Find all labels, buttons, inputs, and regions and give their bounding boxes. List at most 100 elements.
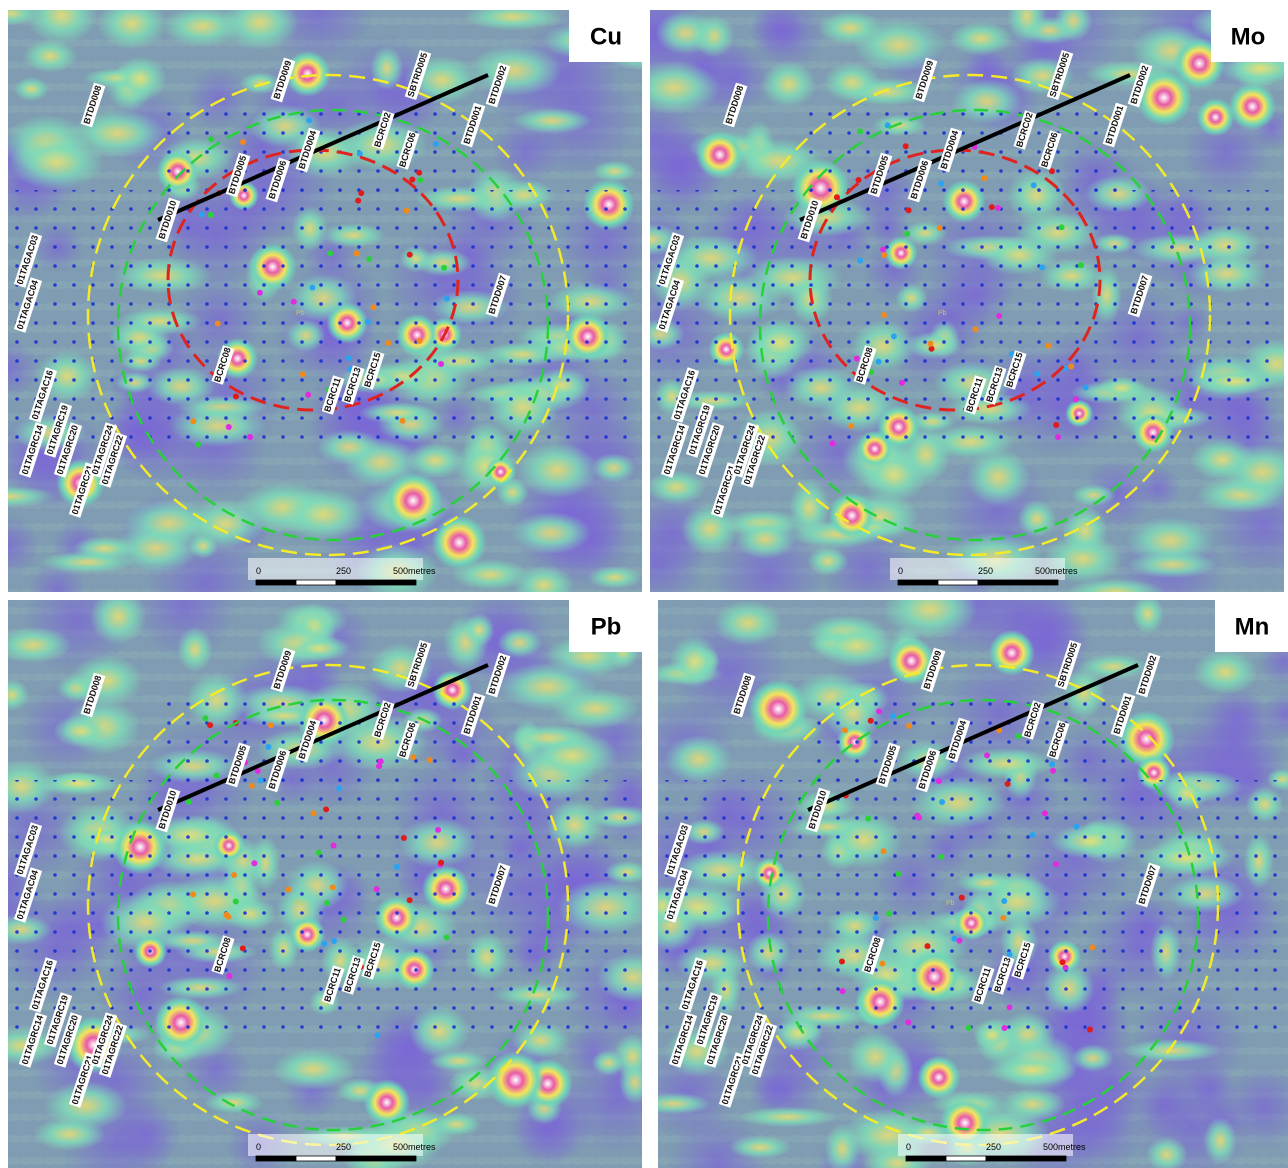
anomaly-mid	[816, 625, 898, 668]
anomaly-mid	[681, 503, 738, 555]
sample-point	[346, 355, 352, 361]
scale-bar-segment	[906, 1156, 946, 1161]
sample-point	[331, 938, 337, 944]
sample-grid	[158, 110, 488, 200]
anomaly-mid	[592, 1050, 626, 1076]
sample-point	[1078, 262, 1084, 268]
sample-point	[834, 194, 840, 200]
scale-label: 0	[256, 566, 261, 576]
scale-bar-segment	[898, 580, 938, 585]
sample-point	[291, 299, 297, 305]
sample-point	[208, 212, 214, 218]
sample-point	[265, 744, 271, 750]
anomaly-mid	[14, 77, 50, 101]
sample-point	[868, 718, 874, 724]
anomaly-mid	[587, 566, 642, 589]
sample-point	[984, 752, 990, 758]
sample-point	[199, 212, 205, 218]
sample-point	[854, 356, 860, 362]
sample-point	[268, 722, 274, 728]
sample-point	[848, 423, 854, 429]
sample-point	[202, 715, 208, 721]
anomaly-mid	[1131, 594, 1164, 634]
sample-point	[226, 973, 232, 979]
anomaly-mid	[823, 62, 881, 102]
sample-point	[1053, 422, 1059, 428]
sample-point	[1083, 385, 1089, 391]
element-label: Cu	[590, 23, 622, 50]
sample-point	[321, 941, 327, 947]
anomaly-mid	[655, 11, 715, 55]
center-label: Pb	[296, 900, 305, 907]
sample-point	[929, 346, 935, 352]
anomaly-mid	[636, 1093, 711, 1115]
sample-point	[1005, 781, 1011, 787]
sample-point	[1006, 1004, 1012, 1010]
sample-point	[400, 418, 406, 424]
sample-point	[881, 312, 887, 318]
sample-point	[939, 799, 945, 805]
anomaly-mid	[1203, 1117, 1237, 1165]
anomaly-mid	[90, 588, 146, 644]
anomaly-mid	[1054, 0, 1093, 42]
sample-point	[213, 772, 219, 778]
anomaly-mid	[591, 453, 635, 483]
scale-label: 0	[906, 1142, 911, 1152]
anomaly-mid	[511, 512, 592, 554]
anomaly-mid	[1127, 551, 1218, 578]
center-label: Pb	[946, 900, 955, 907]
sample-point	[407, 252, 413, 258]
sample-point	[1073, 396, 1079, 402]
anomaly-high	[917, 1056, 961, 1100]
sample-point	[890, 713, 896, 719]
scale-bar-segment	[938, 580, 978, 585]
sample-point	[886, 911, 892, 917]
sample-point	[906, 207, 912, 213]
sample-point	[829, 440, 835, 446]
sample-point	[916, 815, 922, 821]
sample-point	[881, 252, 887, 258]
anomaly-mid	[464, 613, 495, 647]
sample-point	[1001, 1025, 1007, 1031]
sample-point	[365, 319, 371, 325]
sample-point	[249, 783, 255, 789]
sample-point	[938, 854, 944, 860]
sample-point	[1053, 861, 1059, 867]
scale-bar-segment	[296, 580, 336, 585]
anomaly-high	[748, 679, 808, 739]
sample-point	[996, 313, 1002, 319]
sample-point	[374, 1032, 380, 1038]
sample-point	[1089, 944, 1095, 950]
sample-point	[226, 424, 232, 430]
sample-point	[879, 960, 885, 966]
map-panel: PbBTDD008BTDD009SBTRD005BTDD002BTDD001BT…	[0, 554, 674, 1168]
scale-label: 250	[336, 566, 351, 576]
sample-point	[951, 936, 957, 942]
anomaly-mid	[70, 655, 143, 707]
sample-point	[215, 321, 221, 327]
sample-point	[186, 799, 192, 805]
sample-point	[435, 827, 441, 833]
sample-point	[385, 340, 391, 346]
sample-point	[240, 139, 246, 145]
anomaly-mid	[280, 488, 367, 541]
scale-label: 250	[986, 1142, 1001, 1152]
sample-point	[306, 117, 312, 123]
center-label: Pb	[296, 310, 305, 317]
sample-point	[190, 891, 196, 897]
sample-point	[1055, 434, 1061, 440]
sample-point	[374, 886, 380, 892]
anomaly-mid	[762, 60, 816, 108]
sample-point	[416, 338, 422, 344]
sample-point	[310, 810, 316, 816]
sample-point	[865, 816, 871, 822]
anomaly-high	[696, 131, 744, 179]
anomaly-mid	[1072, 1044, 1114, 1072]
anomaly-mid	[629, 61, 719, 115]
sample-point	[938, 181, 944, 187]
sample-point	[341, 917, 347, 923]
sample-point	[936, 778, 942, 784]
anomaly-mid	[807, 546, 848, 575]
